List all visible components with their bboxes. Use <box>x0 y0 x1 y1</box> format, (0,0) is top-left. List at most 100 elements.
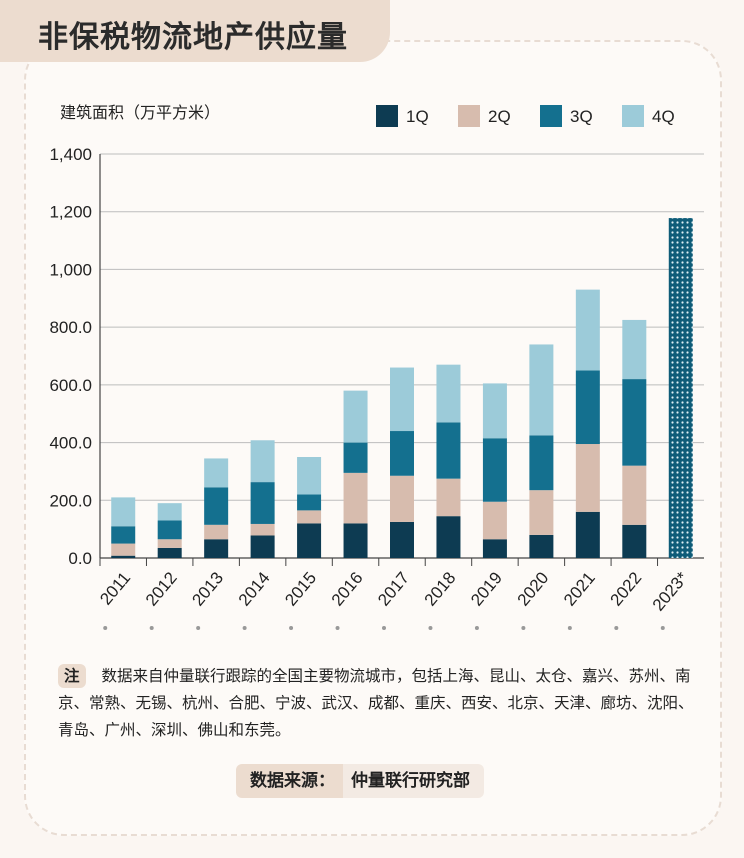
bar-segment-3q-2019 <box>482 438 507 502</box>
bar-segment-3q-2017 <box>390 431 414 476</box>
bar-segment-4q-2018 <box>436 364 461 423</box>
x-tick-label: 2018 <box>421 568 460 609</box>
x-tick-label: 2019 <box>467 568 506 609</box>
y-tick-label: 600.0 <box>49 376 92 395</box>
bar-segment-3q-2011 <box>111 526 136 544</box>
bar-segment-2q-2013 <box>204 524 229 540</box>
bar-segment-2q-2012 <box>157 539 182 548</box>
y-tick-label: 400.0 <box>49 434 92 453</box>
bar-segment-2q-2011 <box>111 543 136 556</box>
x-tick-label: 2013 <box>188 568 227 609</box>
page-title: 非保税物流地产供应量 <box>38 20 348 55</box>
note-badge: 注 <box>58 664 86 688</box>
bar-segment-4q-2011 <box>111 497 136 527</box>
x-label-dot <box>242 626 247 630</box>
x-tick-label: 2017 <box>374 568 413 609</box>
bar-segment-2q-2018 <box>436 478 461 517</box>
bar-segment-2q-2015 <box>297 510 322 524</box>
bar-segment-1q-2021 <box>575 511 600 558</box>
bar-segment-4q-2015 <box>297 457 322 495</box>
x-label-dot <box>660 626 665 630</box>
footnote: 注数据来自仲量联行跟踪的全国主要物流城市，包括上海、昆山、太仓、嘉兴、苏州、南京… <box>58 663 698 744</box>
x-label-dot <box>103 626 108 630</box>
bar-segment-4q-2012 <box>157 503 182 521</box>
bar-segment-2q-2021 <box>575 444 600 512</box>
y-tick-label: 200.0 <box>49 491 92 510</box>
bar-segment-4q-2021 <box>575 289 600 371</box>
x-tick-label: 2012 <box>142 568 181 609</box>
x-label-dot <box>614 626 619 630</box>
bar-segment-4q-2019 <box>482 383 507 439</box>
title-banner: 非保税物流地产供应量 <box>0 0 390 62</box>
legend-swatch-1q <box>376 105 398 127</box>
bar-segment-3q-2015 <box>297 494 322 511</box>
x-label-dot <box>289 626 294 630</box>
source-value: 仲量联行研究部 <box>343 764 484 798</box>
bar-segment-3q-2013 <box>204 487 229 525</box>
bar-segment-4q-2020 <box>529 344 554 436</box>
bar-segment-2q-2017 <box>390 475 414 522</box>
x-tick-label: 2016 <box>328 568 367 609</box>
x-label-dot <box>196 626 201 630</box>
bar-segment-1q-2022 <box>622 524 647 558</box>
x-tick-label: 2014 <box>235 568 274 609</box>
bar-segment-1q-2013 <box>204 539 229 558</box>
x-label-dot <box>382 626 386 630</box>
bar-segment-3q-2016 <box>343 442 368 473</box>
bar-segment-4q-2017 <box>390 367 414 432</box>
source-credit: 数据来源： 仲量联行研究部 <box>236 764 484 798</box>
bar-segment-2q-2019 <box>482 501 507 540</box>
bar-segment-1q-2019 <box>482 539 507 558</box>
x-label-dot <box>335 626 340 630</box>
y-tick-label: 800.0 <box>49 318 92 337</box>
y-tick-label: 1,000 <box>49 260 92 279</box>
bar-segment-1q-2015 <box>297 523 322 558</box>
x-tick-label: 2022 <box>607 568 646 609</box>
bar-segment-1q-2014 <box>250 535 275 558</box>
bar-segment-3q-2021 <box>575 370 600 445</box>
bar-segment-3q-2022 <box>622 379 647 466</box>
legend-label-4q: 4Q <box>652 107 675 126</box>
bar-segment-1q-2017 <box>390 521 414 558</box>
x-tick-label: 2020 <box>514 568 553 609</box>
x-tick-label: 2021 <box>560 568 599 609</box>
legend-swatch-2q <box>458 105 480 127</box>
x-label-dot <box>567 626 572 630</box>
bar-segment-1q-2016 <box>343 523 368 558</box>
legend-swatch-3q <box>540 105 562 127</box>
bar-segment-2q-2020 <box>529 490 554 535</box>
x-label-dot <box>521 626 526 630</box>
y-axis-label: 建筑面积（万平方米） <box>60 103 220 122</box>
y-tick-label: 0.0 <box>68 549 92 568</box>
legend-label-2q: 2Q <box>488 107 511 126</box>
bar-segment-4q-2016 <box>343 390 368 443</box>
y-tick-label: 1,400 <box>49 145 92 164</box>
x-tick-label: 2023* <box>649 568 692 615</box>
legend-swatch-4q <box>622 105 644 127</box>
bar-segment-4q-2014 <box>250 440 275 483</box>
y-tick-label: 1,200 <box>49 203 92 222</box>
bar-segment-1q-2011 <box>111 555 136 558</box>
bar-segment-3q-2012 <box>157 520 182 540</box>
x-label-dot <box>474 626 479 630</box>
bar-segment-1q-2012 <box>157 547 182 558</box>
source-label: 数据来源： <box>236 764 343 798</box>
bar-segment-3q-2014 <box>250 482 275 524</box>
legend-label-3q: 3Q <box>570 107 593 126</box>
note-text: 数据来自仲量联行跟踪的全国主要物流城市，包括上海、昆山、太仓、嘉兴、苏州、南京、… <box>58 667 694 739</box>
x-label-dot <box>428 626 433 630</box>
bar-segment-4q-2013 <box>204 458 229 488</box>
bar-segment-2q-2014 <box>250 523 275 536</box>
bar-segment-3q-2020 <box>529 435 554 491</box>
bar-segment-1q-2020 <box>529 534 554 558</box>
stacked-bar-chart: 建筑面积（万平方米） 0.0 200.0 400.0 600.0 800.0 1,000 1… <box>49 103 704 630</box>
bar-segment-3q-2018 <box>436 422 461 479</box>
bar-segment-1q-2018 <box>436 516 461 558</box>
x-tick-label: 2011 <box>96 568 134 608</box>
legend-label-1q: 1Q <box>406 107 429 126</box>
bar-forecast-2023 <box>668 218 693 558</box>
content-frame <box>24 40 722 836</box>
x-label-dot <box>149 626 154 630</box>
bar-segment-4q-2022 <box>622 319 647 380</box>
bar-segment-2q-2022 <box>622 465 647 525</box>
